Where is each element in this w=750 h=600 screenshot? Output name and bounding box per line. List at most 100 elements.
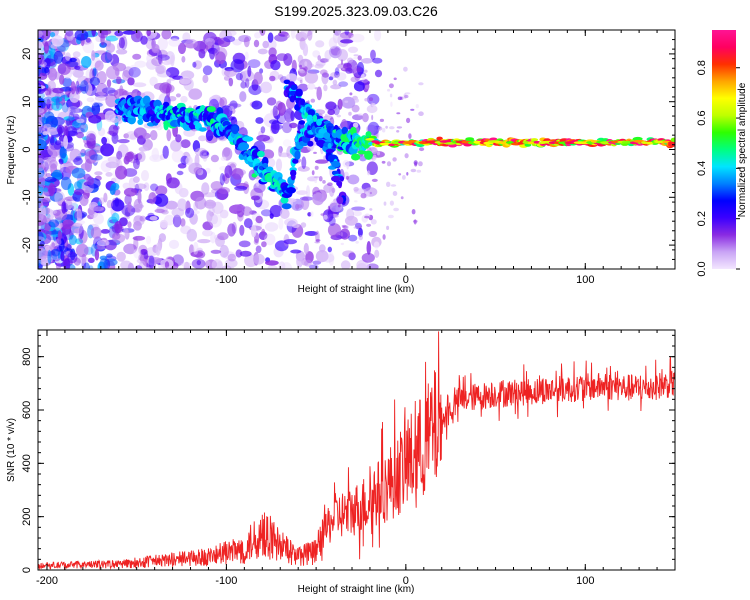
noise-speckle [82,39,95,54]
noise-speckle [413,160,418,166]
noise-speckle [117,139,130,144]
noise-speckle [223,69,237,77]
noise-speckle [224,67,234,72]
noise-speckle [105,161,120,169]
noise-speckle [270,60,281,71]
ridge-core [528,141,535,145]
noise-speckle [155,124,163,131]
noise-speckle [105,172,113,177]
noise-speckle [88,57,102,69]
noise-speckle [203,192,218,198]
y-tick-label: 600 [21,401,33,419]
noise-speckle [180,95,188,103]
noise-speckle [101,136,107,145]
noise-speckle [85,69,93,79]
noise-speckle [247,59,261,69]
noise-speckle [61,102,69,113]
noise-speckle [79,194,89,207]
noise-speckle [251,195,260,201]
noise-speckle [214,47,228,60]
ridge-blob [298,120,306,125]
noise-speckle [304,259,312,267]
spectrogram-x-label: Height of straight line (km) [298,284,415,295]
noise-speckle [38,167,45,179]
noise-speckle [77,86,84,93]
noise-speckle [310,211,314,217]
noise-speckle [360,193,367,199]
branch-blob [316,118,322,126]
noise-speckle [134,265,143,269]
noise-speckle [58,158,64,165]
noise-speckle [369,208,373,211]
noise-speckle [312,192,325,206]
noise-speckle [59,146,67,159]
noise-speckle [123,227,129,238]
noise-speckle [78,225,84,240]
noise-speckle [57,230,63,241]
x-tick-label: -200 [36,575,58,587]
noise-speckle [353,81,365,92]
noise-speckle [410,108,415,111]
noise-speckle [387,88,391,92]
ridge-blob [257,150,265,158]
noise-speckle [68,234,77,246]
branch-blob [331,160,341,168]
noise-speckle [386,161,392,167]
branch-blob [283,79,291,85]
ridge-blob [242,136,254,142]
noise-speckle [312,192,317,195]
noise-speckle [106,79,112,88]
noise-speckle [315,40,325,48]
noise-speckle [264,233,276,246]
noise-speckle [48,182,56,197]
noise-speckle [203,259,211,267]
noise-speckle [383,201,387,206]
noise-speckle [341,96,356,109]
noise-speckle [184,38,198,49]
noise-speckle [216,261,223,269]
y-tick-label: 200 [21,507,33,525]
noise-speckle [60,251,65,262]
noise-speckle [55,96,60,110]
x-tick-label: 0 [403,274,409,286]
noise-speckle [166,265,178,269]
noise-speckle [327,223,342,237]
noise-speckle [347,57,354,63]
noise-speckle [238,240,251,248]
noise-speckle [213,38,225,46]
noise-speckle [229,266,235,269]
ridge-blob [280,196,289,204]
noise-speckle [151,147,160,161]
noise-speckle [347,46,359,53]
noise-speckle [314,165,319,170]
noise-speckle [356,225,363,229]
y-tick-label: 10 [21,96,33,108]
ridge-blob [288,183,294,188]
noise-speckle [62,77,72,88]
noise-speckle [302,43,309,57]
x-tick-label: 100 [576,274,594,286]
noise-speckle [123,133,129,139]
noise-speckle [227,223,236,237]
noise-speckle [73,188,85,196]
noise-speckle [54,140,62,146]
noise-speckle [419,147,425,152]
noise-speckle [38,139,47,151]
noise-speckle [389,93,393,98]
noise-speckle [210,249,222,254]
noise-speckle [344,215,358,226]
noise-speckle [307,83,316,90]
spectrogram-x-ticks: -200 -100 0 100 [36,30,676,286]
noise-speckle [105,94,118,108]
y-tick-label: 400 [21,454,33,472]
noise-speckle [389,126,395,130]
noise-speckle [192,241,199,255]
noise-speckle [138,254,148,261]
noise-speckle [340,232,344,237]
ridge-blob [436,136,443,141]
noise-speckle [362,112,369,123]
y-tick-label: -10 [21,189,33,205]
noise-speckle [70,108,83,113]
noise-speckle [218,186,230,195]
